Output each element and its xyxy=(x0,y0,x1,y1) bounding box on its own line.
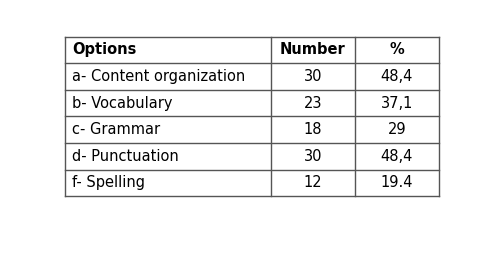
Text: a- Content organization: a- Content organization xyxy=(72,69,246,84)
Bar xyxy=(65,116,439,143)
Text: b- Vocabulary: b- Vocabulary xyxy=(72,96,173,111)
Text: c- Grammar: c- Grammar xyxy=(72,122,160,137)
Text: 23: 23 xyxy=(304,96,322,111)
Bar xyxy=(65,63,439,90)
Text: 12: 12 xyxy=(304,176,322,190)
Text: f- Spelling: f- Spelling xyxy=(72,176,145,190)
Text: Number: Number xyxy=(280,42,346,57)
Bar xyxy=(65,170,439,196)
Text: Options: Options xyxy=(72,42,137,57)
Text: 48,4: 48,4 xyxy=(381,69,413,84)
Text: 30: 30 xyxy=(304,69,322,84)
Bar xyxy=(65,90,439,116)
Bar xyxy=(65,143,439,170)
Bar xyxy=(65,37,439,63)
Text: d- Punctuation: d- Punctuation xyxy=(72,149,179,164)
Text: 30: 30 xyxy=(304,149,322,164)
Text: %: % xyxy=(390,42,404,57)
Text: 48,4: 48,4 xyxy=(381,149,413,164)
Text: 29: 29 xyxy=(388,122,406,137)
Text: 19.4: 19.4 xyxy=(381,176,413,190)
Text: 37,1: 37,1 xyxy=(381,96,413,111)
Text: 18: 18 xyxy=(304,122,322,137)
